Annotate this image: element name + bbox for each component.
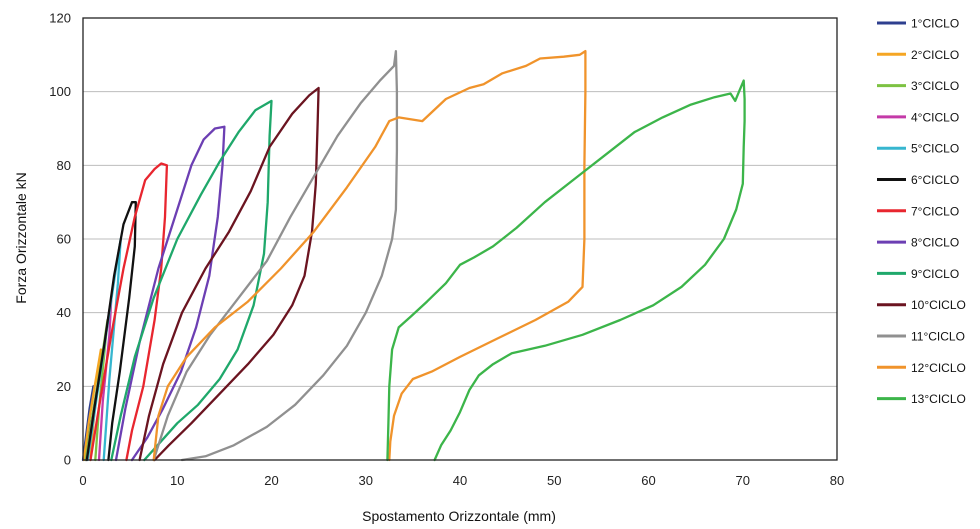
legend-item: 10°CICLO [877,298,966,312]
legend-item: 4°CICLO [877,110,959,124]
legend-label: 8°CICLO [911,236,959,250]
legend-label: 5°CICLO [911,142,959,156]
legend-label: 9°CICLO [911,267,959,281]
series-line-ciclo-12 [152,49,587,462]
x-tick-label: 70 [736,473,750,488]
legend-label: 7°CICLO [911,204,959,218]
legend-item: 6°CICLO [877,173,959,187]
legend-label: 12°CICLO [911,361,966,375]
x-tick-label: 10 [170,473,184,488]
legend-item: 1°CICLO [877,17,959,31]
series-line-ciclo-10 [138,86,320,462]
legend-item: 12°CICLO [877,361,966,375]
legend-label: 13°CICLO [911,392,966,406]
plot-frame [82,17,838,461]
x-tick-label: 40 [453,473,467,488]
y-tick-label: 60 [57,232,71,247]
x-tick-label: 50 [547,473,561,488]
series-line-ciclo-9 [110,99,273,462]
tick-labels: 0 20 40 60 80 100 120 0 10 20 30 40 50 60 70 80 [49,11,844,489]
series-line-ciclo-6 [85,201,137,462]
legend: 1°CICLO 2°CICLO 3°CICLO 4°CICLO 5°CICLO 6°CIC… [877,17,966,406]
series-line-ciclo-8 [114,125,226,462]
series-layer [81,49,746,462]
x-tick-label: 80 [830,473,844,488]
y-tick-label: 0 [64,453,71,468]
legend-label: 3°CICLO [911,79,959,93]
legend-item: 9°CICLO [877,267,959,281]
series-line-ciclo-13 [386,79,746,462]
x-tick-label: 30 [359,473,373,488]
x-tick-label: 60 [641,473,655,488]
legend-item: 8°CICLO [877,236,959,250]
y-tick-label: 120 [49,11,71,26]
legend-item: 2°CICLO [877,48,959,62]
y-axis-title: Forza Orizzontale kN [13,172,29,303]
legend-label: 1°CICLO [911,17,959,31]
legend-label: 10°CICLO [911,298,966,312]
series-line-ciclo-11 [152,49,399,462]
y-tick-label: 40 [57,305,71,320]
legend-item: 11°CICLO [877,330,965,344]
x-tick-label: 20 [264,473,278,488]
legend-item: 13°CICLO [877,392,966,406]
legend-label: 6°CICLO [911,173,959,187]
legend-label: 2°CICLO [911,48,959,62]
legend-item: 7°CICLO [877,204,959,218]
y-tick-label: 80 [57,158,71,173]
legend-label: 4°CICLO [911,110,959,124]
y-tick-label: 20 [57,379,71,394]
legend-label: 11°CICLO [911,330,965,344]
y-tick-label: 100 [49,84,71,99]
legend-item: 3°CICLO [877,79,959,93]
x-tick-label: 0 [79,473,86,488]
legend-item: 5°CICLO [877,142,959,156]
x-axis-title: Spostamento Orizzontale (mm) [362,508,556,524]
series-line-ciclo-7 [89,162,169,462]
